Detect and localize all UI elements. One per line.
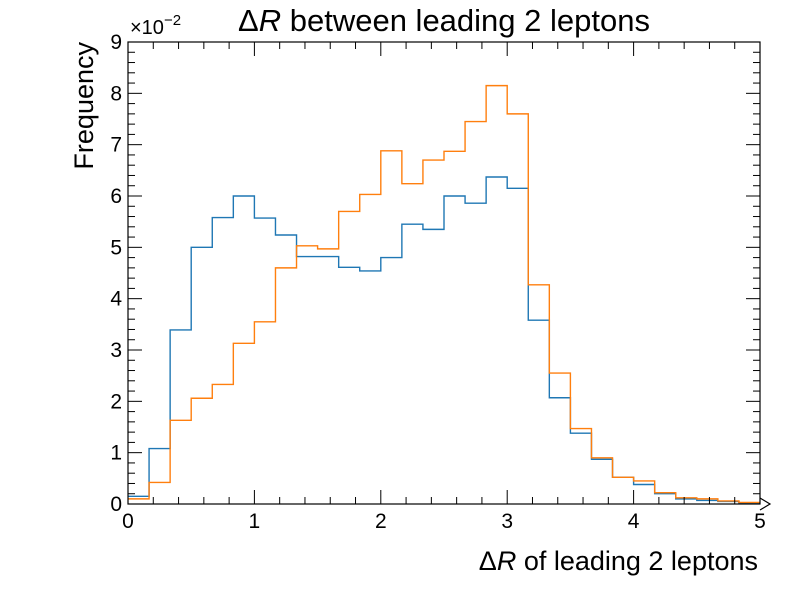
y-axis-multiplier-base: ×10 bbox=[130, 17, 164, 39]
y-tick-label: 4 bbox=[110, 288, 122, 311]
x-tick-label: 5 bbox=[754, 510, 766, 533]
plot-frame bbox=[127, 41, 761, 505]
x-tick-label: 2 bbox=[375, 510, 387, 533]
x-tick-label: 3 bbox=[501, 510, 513, 533]
x-axis-label-rest: of leading 2 leptons bbox=[516, 546, 758, 576]
chart-title: ΔR between leading 2 leptons bbox=[238, 3, 650, 38]
y-tick-label: 6 bbox=[110, 185, 122, 208]
series-layer bbox=[128, 84, 760, 504]
y-tick-label: 8 bbox=[110, 82, 122, 105]
x-tick-label: 1 bbox=[249, 510, 261, 533]
y-tick-label: 3 bbox=[110, 339, 122, 362]
y-axis-multiplier-exponent: −2 bbox=[164, 12, 181, 29]
y-tick-label: 5 bbox=[110, 236, 122, 259]
x-axis-label-variable: R bbox=[497, 546, 517, 576]
chart-title-delta: Δ bbox=[238, 3, 259, 38]
tick-labels: 0 1 2 3 4 5 0 1 2 3 4 5 6 7 8 9 bbox=[110, 31, 766, 533]
y-tick-label: 1 bbox=[110, 442, 122, 465]
axis-ticks bbox=[127, 41, 761, 505]
chart-title-rest: between leading 2 leptons bbox=[281, 3, 650, 38]
y-axis-multiplier: ×10−2 bbox=[130, 12, 181, 39]
histogram-series-2 bbox=[128, 84, 760, 504]
y-tick-label: 7 bbox=[110, 134, 122, 157]
y-axis-label: Frequency bbox=[69, 42, 99, 170]
histogram-series-1 bbox=[128, 176, 760, 504]
y-tick-label: 9 bbox=[110, 31, 122, 54]
x-tick-label: 4 bbox=[628, 510, 640, 533]
x-axis-label: ΔR of leading 2 leptons bbox=[479, 546, 758, 576]
y-tick-label: 0 bbox=[110, 493, 122, 516]
x-axis-arrow bbox=[759, 497, 772, 511]
y-tick-label: 2 bbox=[110, 390, 122, 413]
x-axis-label-delta: Δ bbox=[479, 546, 497, 576]
chart-title-variable: R bbox=[259, 3, 281, 38]
x-tick-label: 0 bbox=[122, 510, 134, 533]
